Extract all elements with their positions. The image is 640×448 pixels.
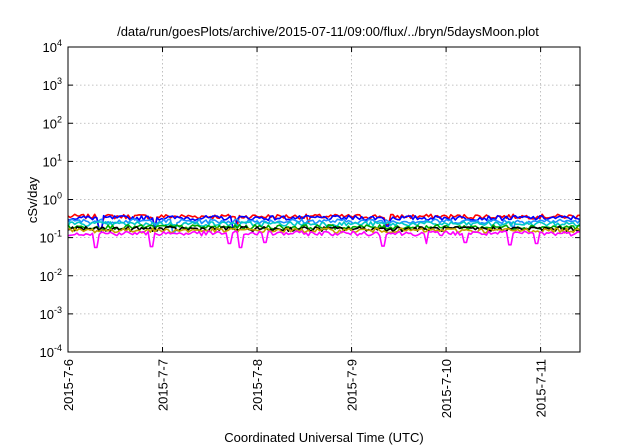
- series-line-4: [67, 220, 581, 228]
- x-tick-label: 2015-7-9: [345, 359, 360, 411]
- y-tick-labels: 10-4 10-3 10-2 10-1 100 101 102 103 104: [40, 38, 580, 360]
- y-tick-label: 101: [43, 152, 62, 169]
- y-tick-label: 10-1: [40, 229, 62, 246]
- y-tick-label: 10-3: [40, 305, 62, 322]
- series-line-8: [67, 230, 581, 249]
- x-tick-labels: 2015-7-6 2015-7-7 2015-7-8 2015-7-9 2015-7-1…: [61, 47, 549, 418]
- x-tick-label: 2015-7-7: [156, 359, 171, 411]
- x-tick-label: 2015-7-10: [439, 359, 454, 418]
- y-axis-label: cSv/day: [25, 176, 40, 223]
- y-tick-label: 102: [43, 114, 62, 131]
- x-axis-label: Coordinated Universal Time (UTC): [224, 430, 423, 445]
- y-tick-label: 10-4: [40, 343, 62, 360]
- y-tick-label: 10-2: [40, 267, 62, 284]
- y-tick-label: 100: [43, 191, 62, 208]
- series-group: [67, 213, 581, 249]
- y-tick-label: 104: [43, 38, 62, 55]
- y-tick-label: 103: [43, 76, 62, 93]
- x-tick-label: 2015-7-8: [250, 359, 265, 411]
- x-tick-label: 2015-7-6: [61, 359, 76, 411]
- series-line-7: [68, 227, 581, 234]
- x-tick-label: 2015-7-11: [534, 359, 549, 417]
- chart-title: /data/run/goesPlots/archive/2015-07-11/0…: [117, 24, 539, 39]
